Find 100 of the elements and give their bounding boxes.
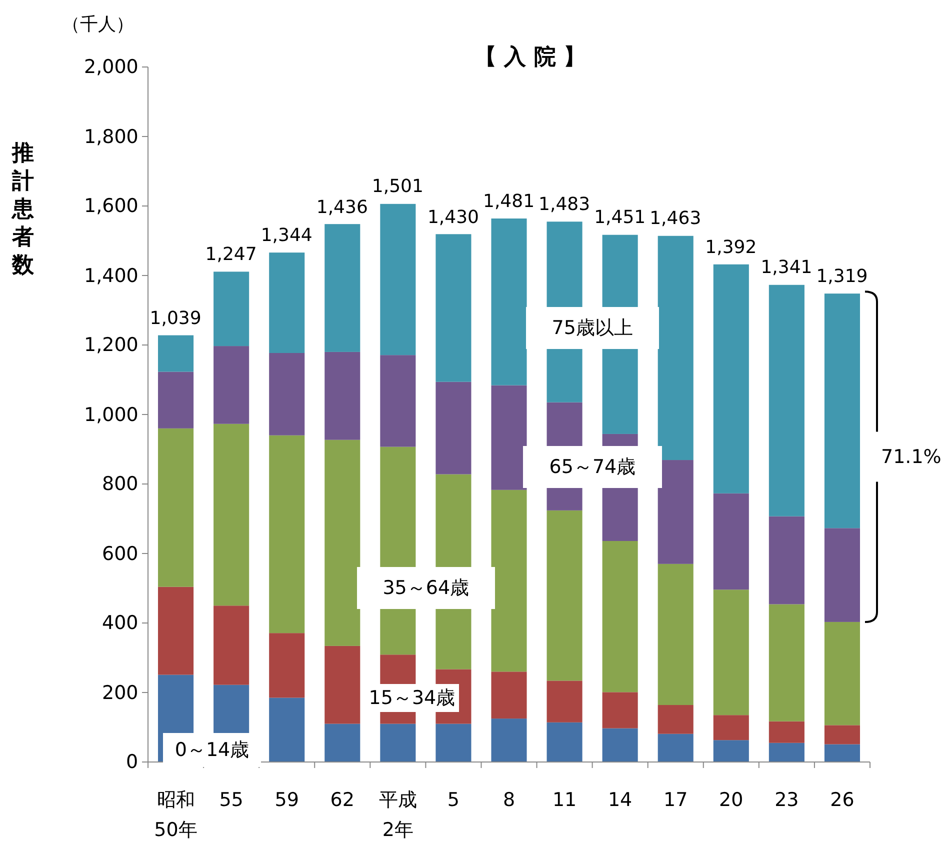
y-tick-label: 0 bbox=[126, 751, 138, 773]
annotation: 1,319 bbox=[816, 266, 868, 288]
annotation: 1,483 bbox=[538, 194, 590, 216]
bar bbox=[214, 606, 250, 685]
x-tick-label: 55 bbox=[218, 788, 244, 813]
bar bbox=[214, 346, 250, 424]
bar bbox=[436, 724, 472, 762]
bar bbox=[380, 724, 416, 762]
bar bbox=[768, 604, 804, 722]
annotation: 1,430 bbox=[427, 206, 479, 228]
bar bbox=[269, 252, 305, 353]
x-tick-label: 20 bbox=[718, 788, 744, 813]
chart-title: 【 入 院 】 bbox=[474, 44, 586, 72]
x-tick-label: 昭和50年 bbox=[154, 788, 198, 843]
series-label: 65～74歳 bbox=[523, 446, 662, 488]
bar bbox=[713, 590, 749, 716]
bar bbox=[824, 744, 860, 762]
bar bbox=[658, 460, 694, 564]
y-tick-label: 1,200 bbox=[84, 334, 138, 356]
bar bbox=[546, 680, 582, 722]
bar bbox=[824, 294, 860, 528]
bar bbox=[269, 633, 305, 698]
annotation: 1,463 bbox=[650, 208, 702, 230]
annotation: 1,341 bbox=[760, 257, 812, 278]
x-tick-label: 平成2年 bbox=[378, 788, 418, 843]
x-tick-label: 14 bbox=[606, 788, 634, 813]
bar bbox=[491, 218, 527, 386]
bar bbox=[491, 490, 527, 672]
x-tick-label: 17 bbox=[662, 788, 689, 813]
y-tick-label: 1,000 bbox=[84, 404, 138, 426]
bar bbox=[324, 440, 360, 646]
y-tick-label: 1,600 bbox=[84, 195, 138, 217]
bar bbox=[491, 718, 527, 762]
x-tick-label: 8 bbox=[502, 788, 516, 813]
bar bbox=[269, 435, 305, 634]
bar bbox=[713, 715, 749, 740]
bar bbox=[768, 742, 804, 762]
bar bbox=[768, 721, 804, 743]
bar bbox=[324, 646, 360, 724]
bar bbox=[214, 272, 250, 346]
text: 71.1% bbox=[881, 446, 942, 468]
bar bbox=[158, 372, 194, 428]
y-tick-label: 200 bbox=[102, 682, 138, 704]
x-tick-label: 59 bbox=[274, 788, 300, 813]
y-tick-label: 800 bbox=[102, 473, 138, 495]
bar bbox=[658, 236, 694, 460]
x-tick-label: 5 bbox=[446, 788, 460, 813]
bar bbox=[158, 586, 194, 675]
series-label: 75歳以上 bbox=[526, 306, 659, 349]
bar bbox=[713, 264, 749, 494]
bar bbox=[324, 224, 360, 352]
bar bbox=[824, 528, 860, 622]
bar bbox=[713, 493, 749, 590]
bar bbox=[658, 705, 694, 734]
y-tick-label: 1,400 bbox=[84, 264, 138, 286]
bar bbox=[158, 428, 194, 587]
bar bbox=[491, 672, 527, 719]
annotation: 1,392 bbox=[705, 236, 757, 258]
annotation: 1,039 bbox=[150, 308, 202, 329]
bar bbox=[602, 692, 638, 728]
annotation: 1,247 bbox=[205, 244, 257, 266]
series-label: 35～64歳 bbox=[356, 567, 496, 610]
y-tick-label: 1,800 bbox=[84, 126, 138, 148]
y-axis-title: 推計患者数 bbox=[12, 140, 35, 280]
series-label: 15～34歳 bbox=[364, 684, 460, 712]
bar bbox=[436, 234, 472, 382]
x-tick-label: 62 bbox=[329, 788, 356, 813]
bar bbox=[658, 734, 694, 762]
bar bbox=[380, 204, 416, 356]
bar bbox=[214, 424, 250, 606]
bar bbox=[824, 725, 860, 744]
bar bbox=[658, 564, 694, 706]
bar bbox=[713, 740, 749, 762]
bar bbox=[824, 622, 860, 726]
annotation: 1,436 bbox=[316, 196, 368, 218]
bar bbox=[768, 284, 804, 516]
text: （千人） bbox=[62, 13, 134, 36]
bar bbox=[491, 385, 527, 490]
bar bbox=[324, 352, 360, 440]
annotation: 1,344 bbox=[260, 225, 312, 246]
y-tick-label: 600 bbox=[102, 542, 138, 564]
bar bbox=[269, 352, 305, 436]
series-label: 0～14歳 bbox=[162, 732, 262, 767]
bar bbox=[269, 698, 305, 762]
annotation: 1,451 bbox=[594, 207, 646, 228]
annotation: 1,501 bbox=[372, 176, 424, 198]
y-tick-label: 400 bbox=[102, 612, 138, 634]
bar bbox=[380, 355, 416, 447]
x-tick-label: 11 bbox=[551, 788, 578, 813]
annotation: 1,481 bbox=[483, 191, 535, 212]
x-tick-label: 23 bbox=[774, 788, 800, 813]
bar bbox=[158, 335, 194, 372]
bar bbox=[602, 540, 638, 692]
y-tick-label: 2,000 bbox=[84, 56, 138, 78]
x-tick-label: 26 bbox=[829, 788, 856, 813]
bar bbox=[436, 382, 472, 474]
bar bbox=[546, 722, 582, 762]
bar bbox=[546, 510, 582, 681]
bar bbox=[324, 724, 360, 762]
bar bbox=[768, 516, 804, 604]
